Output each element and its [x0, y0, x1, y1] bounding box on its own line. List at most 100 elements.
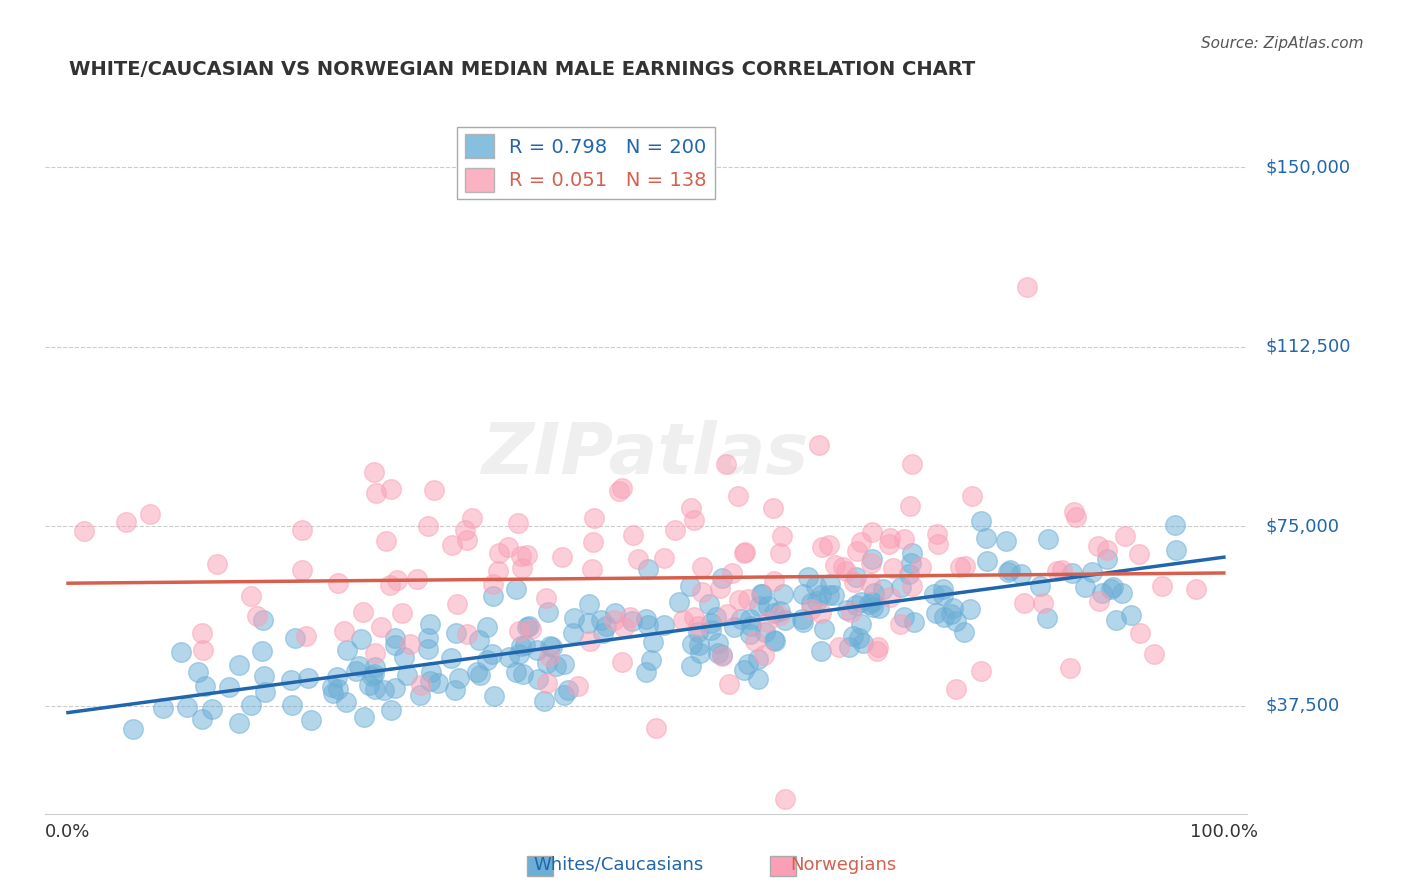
- Point: [1017, 280, 1039, 294]
- Point: [578, 597, 600, 611]
- Point: [901, 579, 924, 593]
- Point: [810, 588, 832, 602]
- Point: [1119, 607, 1142, 622]
- Point: [672, 614, 695, 628]
- Point: [1032, 597, 1054, 611]
- Point: [818, 538, 841, 552]
- Point: [363, 667, 385, 681]
- Point: [454, 524, 477, 538]
- Point: [385, 574, 408, 588]
- Point: [1036, 611, 1059, 625]
- Point: [505, 665, 527, 680]
- Point: [959, 601, 981, 615]
- Point: [416, 642, 439, 657]
- Point: [218, 680, 240, 694]
- Point: [326, 682, 349, 697]
- Point: [711, 649, 734, 664]
- Point: [763, 574, 786, 589]
- Point: [420, 665, 443, 679]
- Point: [536, 676, 558, 690]
- Point: [970, 515, 993, 529]
- Point: [557, 683, 579, 698]
- Point: [363, 659, 385, 673]
- Point: [419, 673, 441, 688]
- Text: WHITE/CAUCASIAN VS NORWEGIAN MEDIAN MALE EARNINGS CORRELATION CHART: WHITE/CAUCASIAN VS NORWEGIAN MEDIAN MALE…: [69, 60, 976, 78]
- Point: [1029, 579, 1052, 593]
- Point: [738, 627, 761, 641]
- Point: [1128, 547, 1150, 561]
- Point: [860, 525, 883, 540]
- Point: [945, 682, 967, 697]
- Point: [191, 626, 214, 640]
- Text: Norwegians: Norwegians: [790, 855, 897, 873]
- Legend: R = 0.798   N = 200, R = 0.051   N = 138: R = 0.798 N = 200, R = 0.051 N = 138: [457, 127, 714, 200]
- Point: [1038, 532, 1060, 546]
- Point: [176, 700, 198, 714]
- Point: [1152, 579, 1174, 593]
- Point: [465, 665, 488, 679]
- Point: [627, 551, 650, 566]
- Point: [380, 703, 402, 717]
- Point: [246, 608, 269, 623]
- Point: [253, 685, 276, 699]
- Point: [747, 672, 769, 686]
- Point: [336, 642, 359, 657]
- Point: [352, 605, 374, 619]
- Point: [925, 606, 948, 620]
- Point: [564, 610, 586, 624]
- Point: [610, 655, 633, 669]
- Point: [960, 489, 983, 503]
- Point: [862, 586, 884, 600]
- Point: [898, 499, 921, 513]
- Point: [510, 549, 533, 563]
- Point: [228, 658, 250, 673]
- Point: [640, 653, 662, 667]
- Point: [828, 640, 851, 654]
- Point: [955, 559, 977, 574]
- Point: [505, 582, 527, 596]
- Point: [322, 686, 344, 700]
- Point: [1129, 625, 1152, 640]
- Point: [927, 526, 949, 541]
- Point: [347, 659, 370, 673]
- Point: [688, 638, 710, 652]
- Point: [297, 671, 319, 685]
- Point: [426, 675, 449, 690]
- Point: [845, 570, 868, 584]
- Point: [375, 534, 398, 549]
- Point: [744, 633, 766, 648]
- Point: [291, 523, 314, 537]
- Text: $37,500: $37,500: [1265, 697, 1340, 714]
- Text: Source: ZipAtlas.com: Source: ZipAtlas.com: [1201, 36, 1364, 51]
- Point: [810, 643, 832, 657]
- Point: [769, 608, 792, 623]
- Point: [205, 557, 228, 571]
- Point: [709, 581, 731, 595]
- Point: [1184, 582, 1206, 597]
- Point: [228, 716, 250, 731]
- Point: [239, 698, 262, 713]
- Point: [364, 682, 387, 697]
- Point: [733, 663, 755, 677]
- Point: [868, 601, 890, 615]
- Point: [882, 561, 904, 575]
- Point: [353, 710, 375, 724]
- Point: [395, 668, 418, 682]
- Point: [804, 579, 827, 593]
- Point: [187, 665, 209, 679]
- Text: Whites/Caucasians: Whites/Caucasians: [533, 855, 704, 873]
- Point: [879, 531, 901, 545]
- Point: [866, 644, 889, 658]
- Point: [482, 690, 505, 704]
- Point: [193, 642, 215, 657]
- Point: [700, 616, 723, 631]
- Point: [468, 633, 491, 648]
- Point: [998, 563, 1021, 577]
- Point: [526, 643, 548, 657]
- Point: [762, 632, 785, 647]
- Point: [380, 482, 402, 496]
- Point: [900, 556, 922, 570]
- Point: [488, 546, 510, 560]
- Point: [751, 587, 773, 601]
- Point: [544, 659, 567, 673]
